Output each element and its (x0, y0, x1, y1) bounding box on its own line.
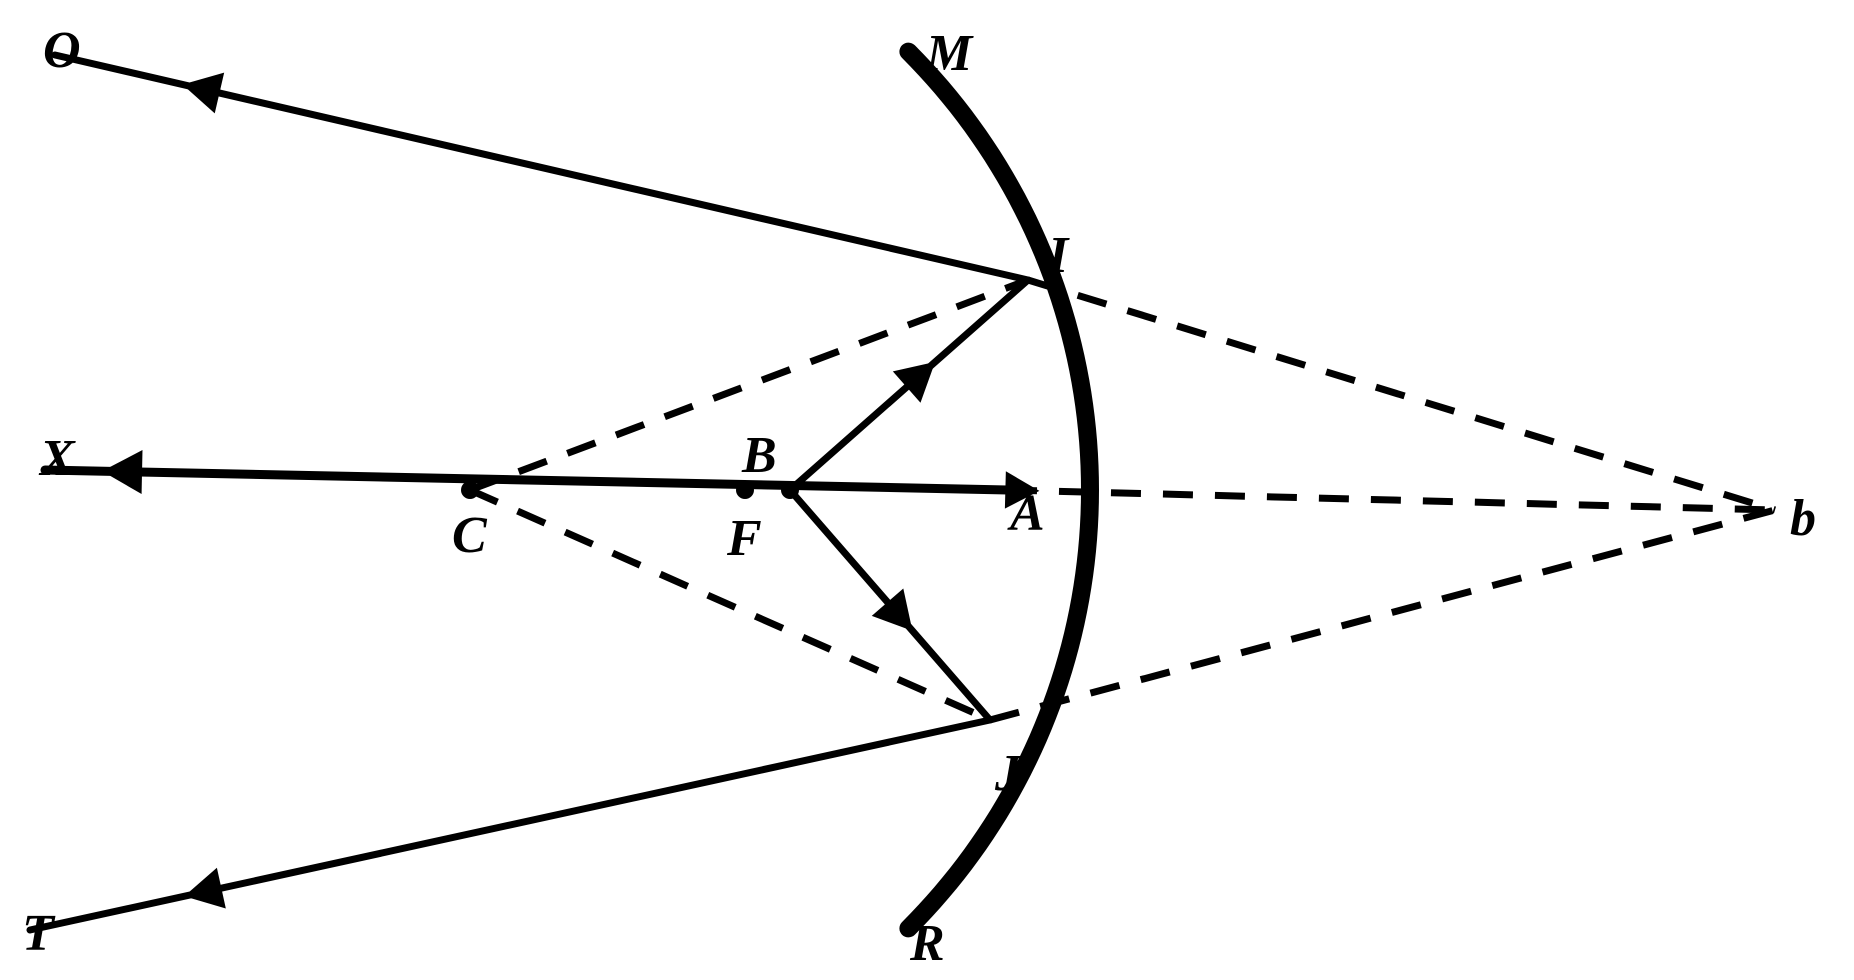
labels: O T X C FB A I Jb M R (22, 22, 1816, 972)
label-B: B (741, 427, 777, 484)
optics-diagram: O T X C FB A I Jb M R (0, 0, 1854, 980)
label-b: b (1790, 490, 1816, 547)
label-C: C (452, 507, 488, 564)
label-I: I (1047, 227, 1070, 284)
label-J: J (994, 745, 1023, 802)
label-X: X (38, 430, 76, 487)
dashed-rays (470, 280, 1775, 720)
label-F: F (726, 510, 762, 567)
label-A: A (1007, 485, 1045, 542)
label-T: T (22, 905, 56, 962)
solid-rays (30, 55, 1028, 930)
label-R: R (909, 915, 945, 972)
label-M: M (925, 25, 974, 82)
label-O: O (43, 22, 81, 79)
